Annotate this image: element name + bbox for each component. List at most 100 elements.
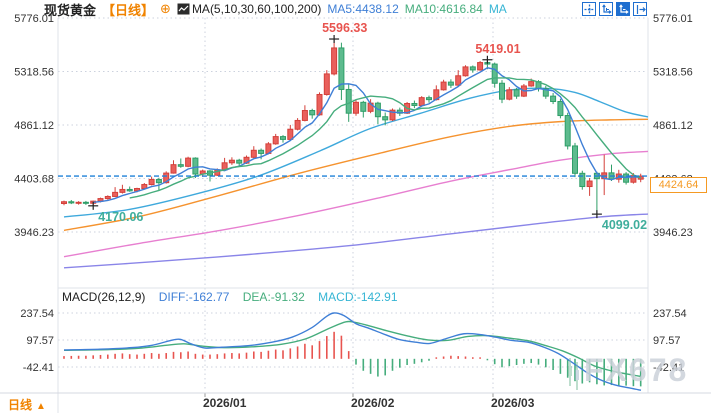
ma-line-ma10 bbox=[129, 77, 641, 199]
candle-body bbox=[75, 201, 82, 204]
dea-value-label: DEA:-91.32 bbox=[242, 290, 305, 304]
candle-body bbox=[353, 101, 359, 114]
candle-body bbox=[323, 73, 330, 95]
candle-body bbox=[126, 188, 133, 192]
macd-value-label: MACD:-142.91 bbox=[318, 290, 398, 304]
price-panel-legend: 现货黄金 【日线】 ⊕ MA(5,10,30,60,100,200) MA5:4… bbox=[44, 1, 513, 18]
candle-body bbox=[455, 75, 462, 86]
ma30-value-label: MA bbox=[488, 2, 507, 16]
candle-body bbox=[112, 191, 119, 197]
candle-body bbox=[331, 47, 338, 75]
candle-body bbox=[564, 115, 571, 147]
collapse-arrow-icon: ▲ bbox=[36, 401, 46, 412]
candle-body bbox=[280, 136, 286, 140]
candle-body bbox=[104, 195, 111, 200]
ma-line-ma5 bbox=[93, 67, 641, 203]
candle-body bbox=[301, 110, 308, 121]
candle-body bbox=[586, 180, 593, 188]
low-price-label: 4170.06 bbox=[98, 210, 143, 224]
candle-body bbox=[418, 97, 425, 106]
candle-body bbox=[148, 179, 155, 186]
ma-line-ma60 bbox=[63, 118, 649, 232]
candle-body bbox=[360, 101, 367, 112]
ma-line-ma30 bbox=[63, 87, 649, 218]
y-axis-label-left: 5776.01 bbox=[14, 13, 54, 25]
macd-axis-label-right: 97.57 bbox=[653, 335, 681, 347]
period-toggle-label: 日线 bbox=[8, 398, 33, 412]
candle-body bbox=[287, 128, 294, 140]
high-price-label: 5596.33 bbox=[322, 21, 367, 35]
candle-body bbox=[82, 201, 89, 204]
candle-body bbox=[528, 81, 535, 87]
candle-body bbox=[382, 116, 389, 121]
candle-body bbox=[572, 145, 578, 174]
candle-body bbox=[389, 109, 396, 121]
diff-value-label: DIFF:-162.77 bbox=[158, 290, 230, 304]
candle-body bbox=[61, 201, 67, 204]
candle-body bbox=[177, 164, 184, 167]
macd-params-label: MACD(26,12,9) bbox=[62, 290, 146, 304]
candle-body bbox=[462, 66, 469, 77]
scale-axis-icon[interactable] bbox=[599, 2, 613, 16]
x-axis-label: 2026/02 bbox=[351, 396, 395, 410]
low-price-label: 4099.02 bbox=[602, 218, 647, 232]
candle-body bbox=[513, 89, 520, 97]
y-axis-label-left: 4403.68 bbox=[14, 173, 54, 185]
y-axis-label-left: 4861.12 bbox=[14, 120, 54, 132]
y-axis-label-left: 3946.23 bbox=[14, 227, 54, 239]
candle-body bbox=[258, 149, 265, 154]
ma5-value-label: MA5:4438.12 bbox=[327, 2, 399, 16]
x-axis-label: 2026/01 bbox=[203, 396, 247, 410]
candle-body bbox=[236, 159, 243, 164]
current-price-badge: 4424.64 bbox=[650, 177, 707, 193]
candle-body bbox=[68, 201, 75, 204]
y-axis-label-left: 5318.56 bbox=[14, 67, 54, 79]
ma10-value-label: MA10:4616.84 bbox=[404, 2, 483, 16]
candle-body bbox=[469, 66, 476, 71]
candle-body bbox=[557, 101, 564, 117]
candle-body bbox=[477, 62, 484, 71]
symbol-name: 现货黄金 bbox=[44, 2, 97, 18]
y-axis-label-right: 5776.01 bbox=[653, 13, 693, 25]
macd-axis-label-right: -42.41 bbox=[653, 362, 684, 374]
chart-type-icon[interactable] bbox=[177, 3, 190, 15]
candle-body bbox=[491, 63, 498, 84]
add-indicator-icon[interactable]: ⊕ bbox=[160, 1, 171, 16]
candle-body bbox=[579, 172, 586, 188]
candle-body bbox=[499, 82, 505, 100]
high-price-label: 5419.01 bbox=[475, 42, 520, 56]
y-axis-label-right: 4861.12 bbox=[653, 120, 693, 132]
candle-body bbox=[447, 81, 454, 86]
candle-body bbox=[440, 81, 447, 91]
ma-line-ma200 bbox=[63, 213, 649, 269]
macd-panel-legend: MACD(26,12,9) DIFF:-162.77 DEA:-91.32 MA… bbox=[62, 290, 408, 304]
candle-body bbox=[228, 159, 235, 164]
candle-body bbox=[426, 97, 432, 101]
y-axis-label-right: 3946.23 bbox=[653, 227, 693, 239]
candle-body bbox=[192, 157, 199, 175]
period-tag[interactable]: 【日线】 bbox=[102, 2, 155, 18]
chart-toolbar bbox=[582, 2, 647, 16]
candle-body bbox=[345, 88, 352, 114]
macd-axis-label-left: -42.41 bbox=[23, 362, 54, 374]
scale-axis-active-icon[interactable] bbox=[616, 2, 630, 16]
macd-axis-label-left: 97.57 bbox=[26, 335, 54, 347]
candle-body bbox=[506, 89, 513, 100]
candle-body bbox=[309, 110, 316, 116]
x-axis-label: 2026/03 bbox=[491, 396, 535, 410]
watermark-text: FX678 bbox=[584, 352, 689, 388]
pan-icon[interactable] bbox=[582, 2, 596, 16]
macd-axis-label-left: 237.54 bbox=[20, 308, 54, 320]
candle-body bbox=[272, 136, 279, 145]
y-axis-label-right: 5318.56 bbox=[653, 67, 693, 79]
candle-body bbox=[250, 149, 257, 158]
candle-body bbox=[550, 95, 557, 103]
exit-right-icon[interactable] bbox=[633, 2, 647, 16]
diff-line bbox=[63, 312, 642, 391]
ma-line-ma100 bbox=[63, 150, 649, 258]
period-toggle[interactable]: 日线 ▲ bbox=[8, 396, 46, 413]
candle-body bbox=[119, 188, 126, 193]
candle-body bbox=[163, 172, 170, 184]
